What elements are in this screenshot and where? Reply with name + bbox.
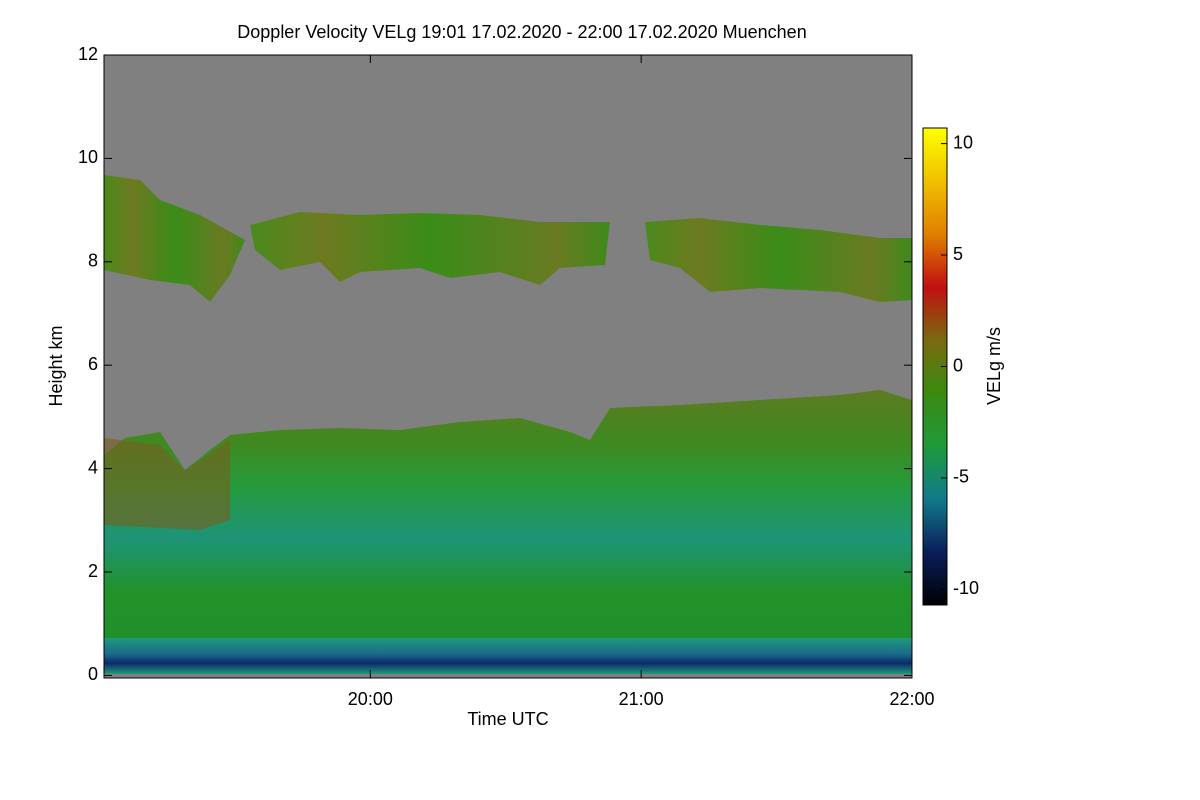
x-tick-label: 21:00 [619, 689, 664, 709]
y-tick-label: 4 [88, 457, 98, 477]
colorbar-tick-label: 10 [953, 132, 973, 152]
y-tick-label: 12 [78, 44, 98, 64]
x-axis-label: Time UTC [467, 709, 548, 729]
cloud-layer [250, 212, 610, 285]
chart-title: Doppler Velocity VELg 19:01 17.02.2020 -… [237, 22, 806, 42]
x-tick-label: 22:00 [889, 689, 934, 709]
y-tick-label: 6 [88, 354, 98, 374]
y-tick-label: 8 [88, 251, 98, 271]
cloud-layer [645, 218, 912, 302]
cloud-layer [104, 175, 245, 302]
colorbar-tick-label: 5 [953, 244, 963, 264]
x-tick-label: 20:00 [348, 689, 393, 709]
precipitation-echo [104, 390, 912, 660]
plot-frame [103, 54, 913, 679]
y-tick-label: 10 [78, 147, 98, 167]
near-surface-echo [104, 638, 912, 674]
colorbar-tick-label: -10 [953, 578, 979, 598]
y-tick-label: 2 [88, 561, 98, 581]
colorbar-label: VELg m/s [984, 327, 1004, 405]
colorbar-tick-label: 0 [953, 355, 963, 375]
precipitation-echo [104, 438, 230, 530]
colorbar-tick-label: -5 [953, 467, 969, 487]
y-tick-label: 0 [88, 664, 98, 684]
y-axis-label: Height km [46, 325, 66, 406]
